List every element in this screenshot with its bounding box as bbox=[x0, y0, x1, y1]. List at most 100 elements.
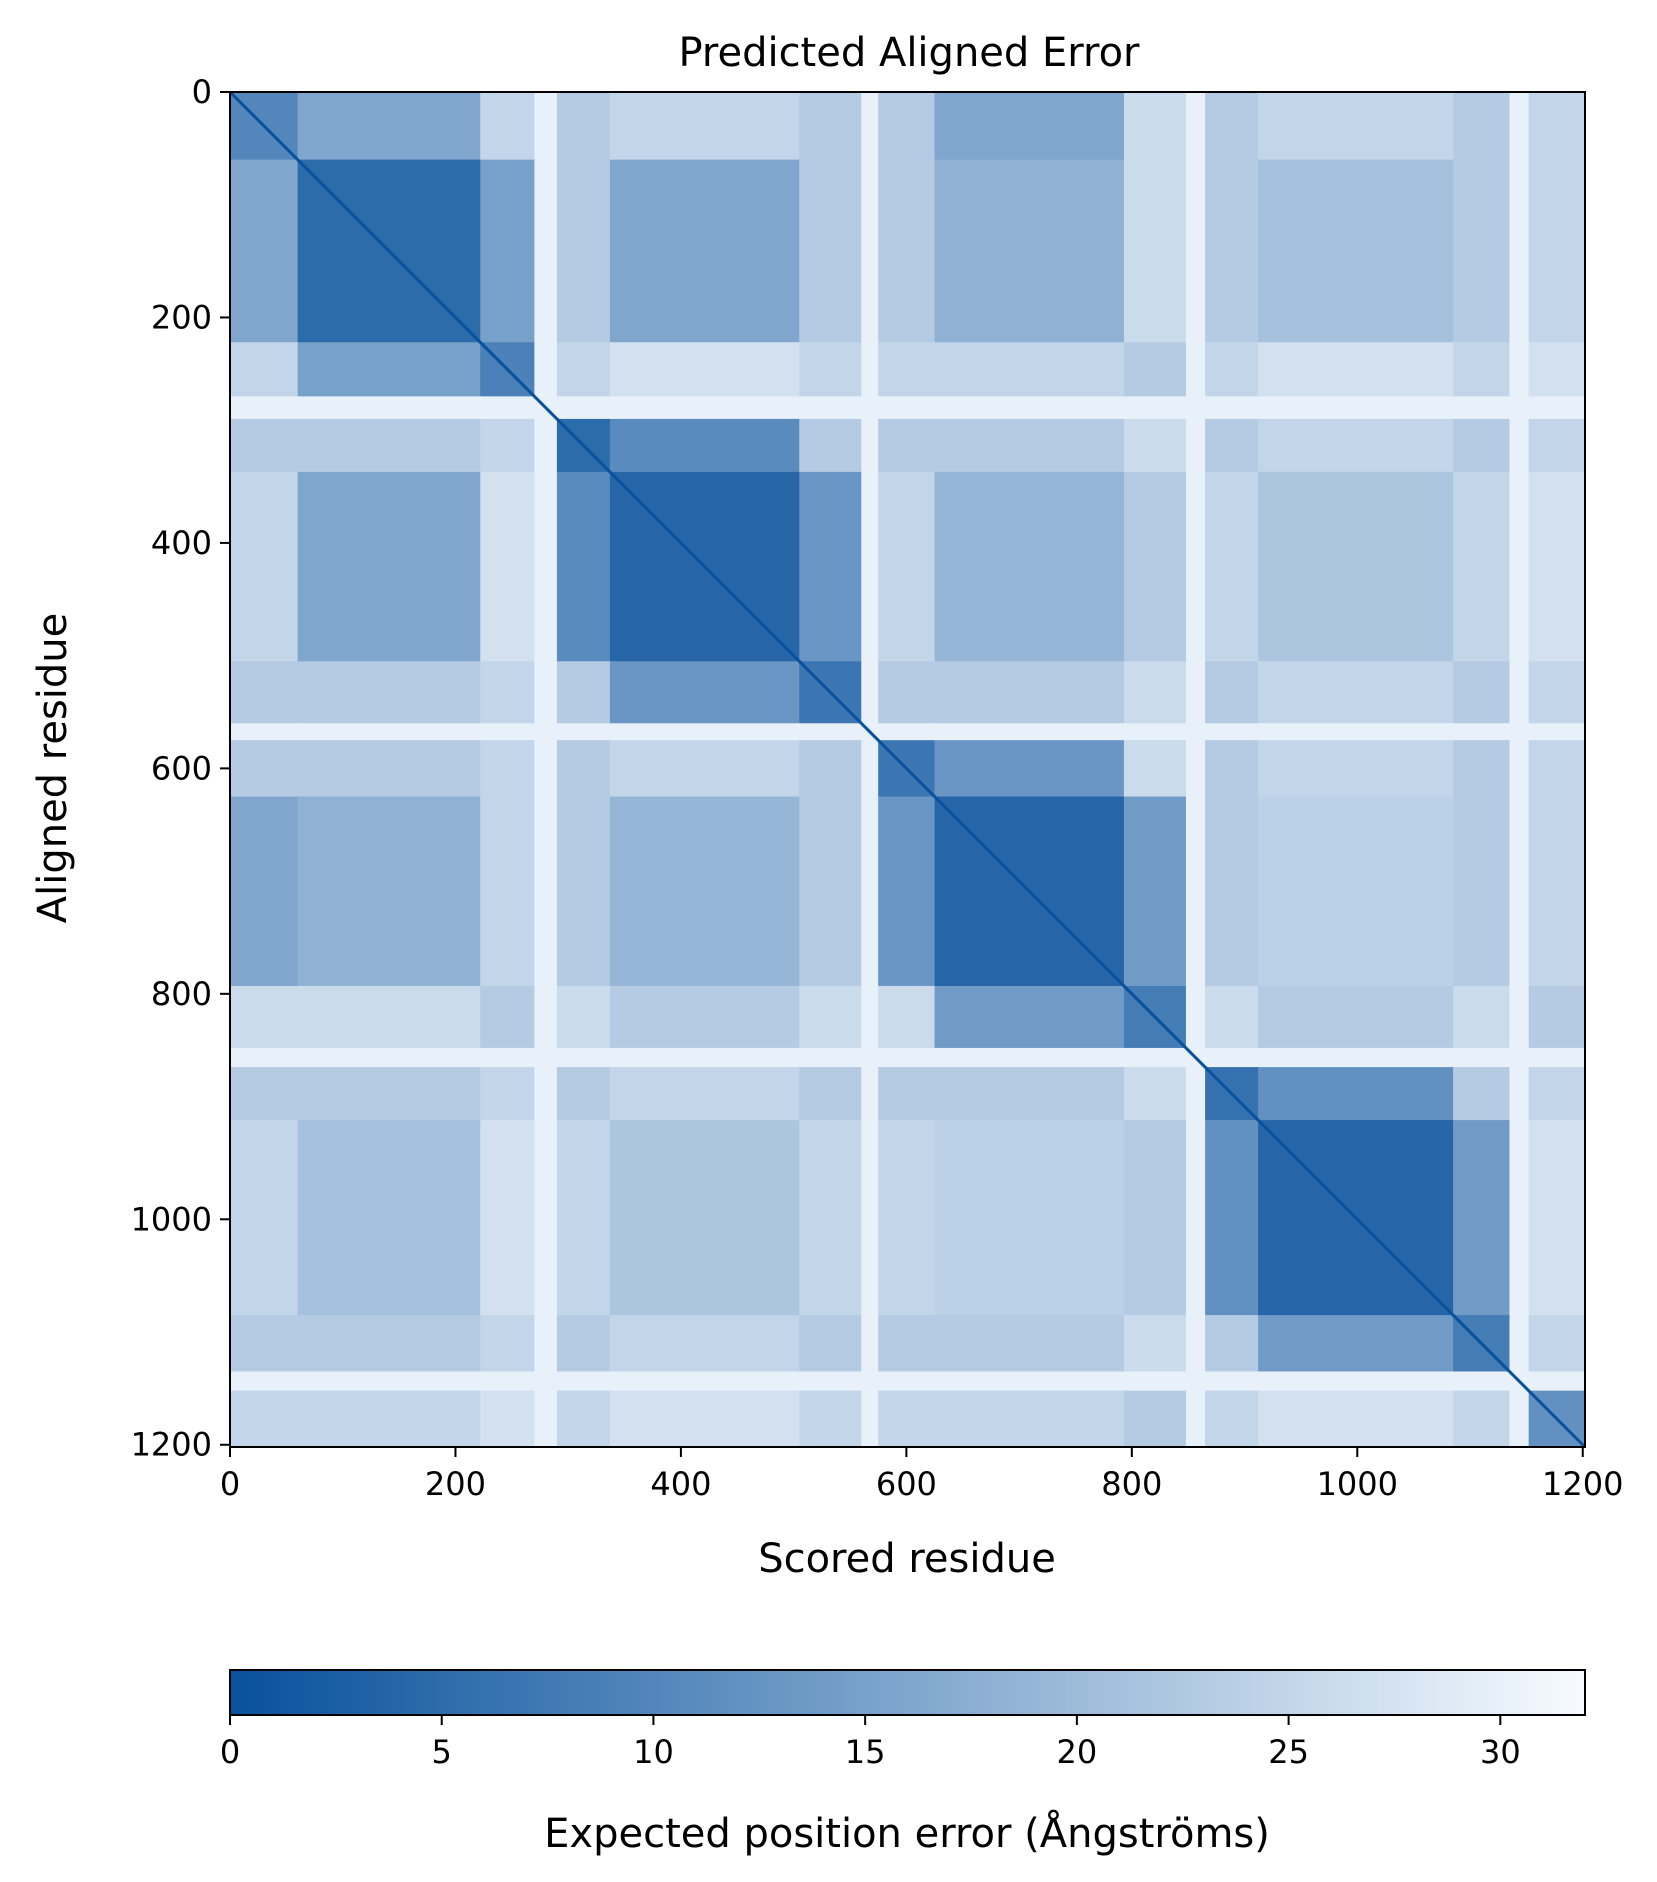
heatmap-cell bbox=[1453, 1047, 1511, 1068]
heatmap-cell bbox=[1509, 471, 1530, 662]
heatmap-cell bbox=[1205, 740, 1259, 798]
heatmap-cell bbox=[609, 159, 800, 343]
heatmap-cell bbox=[1185, 1067, 1206, 1121]
heatmap-cell bbox=[1258, 396, 1454, 420]
heatmap-cell bbox=[297, 92, 481, 161]
heatmap-cell bbox=[934, 159, 1125, 343]
heatmap-cell bbox=[878, 796, 936, 987]
heatmap-cell bbox=[297, 342, 481, 397]
heatmap-cell bbox=[1528, 418, 1586, 473]
heatmap-cell bbox=[1509, 92, 1530, 161]
heatmap-cell bbox=[1528, 985, 1586, 1049]
heatmap-cell bbox=[1205, 1315, 1259, 1373]
heatmap-cell bbox=[1453, 985, 1511, 1049]
heatmap-cell bbox=[1185, 159, 1206, 343]
heatmap-cell bbox=[1453, 1390, 1511, 1448]
heatmap-cell bbox=[230, 1371, 299, 1392]
heatmap-cell bbox=[799, 1390, 862, 1448]
heatmap-cell bbox=[297, 723, 481, 741]
heatmap-cell bbox=[480, 796, 535, 987]
heatmap-cell bbox=[1453, 418, 1511, 473]
heatmap-cell bbox=[556, 985, 611, 1049]
heatmap-cell bbox=[878, 1315, 936, 1373]
heatmap-cell bbox=[230, 1047, 299, 1068]
heatmap-cell bbox=[1123, 1315, 1187, 1373]
heatmap-cell bbox=[534, 796, 558, 987]
heatmap-cell bbox=[1205, 661, 1259, 724]
heatmap-cell bbox=[934, 1315, 1125, 1373]
heatmap-cell bbox=[878, 396, 936, 420]
heatmap-cell bbox=[1509, 1390, 1530, 1448]
heatmap-cell bbox=[1123, 1390, 1187, 1448]
heatmap-cell bbox=[1258, 342, 1454, 397]
heatmap-cell bbox=[934, 471, 1125, 662]
heatmap-cell bbox=[1453, 92, 1511, 161]
heatmap-cell bbox=[1258, 985, 1454, 1049]
heatmap-cell bbox=[609, 1047, 800, 1068]
heatmap-cell bbox=[480, 740, 535, 798]
heatmap-cell bbox=[1205, 1047, 1259, 1068]
heatmap-cell bbox=[230, 396, 299, 420]
heatmap-cell bbox=[1185, 418, 1206, 473]
y-axis-label: Aligned residue bbox=[30, 613, 76, 924]
heatmap-cell bbox=[297, 471, 481, 662]
y-tick-label: 200 bbox=[151, 298, 212, 336]
heatmap-cell bbox=[297, 1120, 481, 1316]
heatmap-cell bbox=[609, 418, 800, 473]
heatmap-cell bbox=[1258, 1371, 1454, 1392]
heatmap-cell bbox=[861, 1120, 879, 1316]
heatmap-cell bbox=[297, 396, 481, 420]
heatmap-cell bbox=[1528, 159, 1586, 343]
heatmap-cell bbox=[1185, 796, 1206, 987]
heatmap-cell bbox=[934, 740, 1125, 798]
heatmap-cell bbox=[934, 1120, 1125, 1316]
heatmap-cell bbox=[799, 159, 862, 343]
heatmap-cell bbox=[609, 396, 800, 420]
heatmap-cell bbox=[556, 396, 611, 420]
colorbar bbox=[229, 1669, 1586, 1716]
heatmap-cell bbox=[1123, 471, 1187, 662]
heatmap-cell bbox=[1205, 396, 1259, 420]
heatmap-cell bbox=[799, 1371, 862, 1392]
heatmap-cell bbox=[878, 1047, 936, 1068]
heatmap-cell bbox=[556, 796, 611, 987]
heatmap-cell bbox=[878, 92, 936, 161]
heatmap-cell bbox=[861, 1390, 879, 1448]
heatmap-cell bbox=[230, 1390, 299, 1448]
colorbar-ticks: 0 5 10 15 20 25 30 bbox=[220, 1715, 1521, 1771]
heatmap-cell bbox=[534, 723, 558, 741]
heatmap-cell bbox=[1528, 1371, 1586, 1392]
heatmap-cell bbox=[861, 1371, 879, 1392]
heatmap-cell bbox=[878, 342, 936, 397]
heatmap-cell bbox=[1509, 723, 1530, 741]
heatmap-cell bbox=[230, 159, 299, 343]
heatmap-cell bbox=[1123, 1047, 1187, 1068]
heatmap-cell bbox=[1123, 396, 1187, 420]
heatmap-cell bbox=[1453, 471, 1511, 662]
heatmap-cell bbox=[799, 471, 862, 662]
heatmap-cell bbox=[297, 740, 481, 798]
heatmap-cell bbox=[1509, 418, 1530, 473]
heatmap-cell bbox=[1453, 342, 1511, 397]
heatmap-cell bbox=[1205, 985, 1259, 1049]
heatmap-cell bbox=[1205, 418, 1259, 473]
heatmap-cell bbox=[480, 396, 535, 420]
heatmap-cell bbox=[230, 471, 299, 662]
heatmap-cell bbox=[1205, 471, 1259, 662]
x-axis-label: Scored residue bbox=[758, 1536, 1056, 1582]
heatmap-cell bbox=[1528, 92, 1586, 161]
heatmap-cell bbox=[230, 740, 299, 798]
heatmap-cell bbox=[480, 1067, 535, 1121]
heatmap-cell bbox=[230, 418, 299, 473]
heatmap-cell bbox=[480, 159, 535, 343]
heatmap-cell bbox=[230, 1315, 299, 1373]
heatmap-cell bbox=[1123, 1120, 1187, 1316]
heatmap-cell bbox=[1123, 1371, 1187, 1392]
heatmap-cell bbox=[1509, 1315, 1530, 1373]
heatmap-cell bbox=[556, 471, 611, 662]
heatmap-cell bbox=[556, 1067, 611, 1121]
heatmap-cell bbox=[480, 1315, 535, 1373]
heatmap-cell bbox=[1258, 471, 1454, 662]
heatmap-cell bbox=[1205, 723, 1259, 741]
heatmap-cell bbox=[1205, 1120, 1259, 1316]
